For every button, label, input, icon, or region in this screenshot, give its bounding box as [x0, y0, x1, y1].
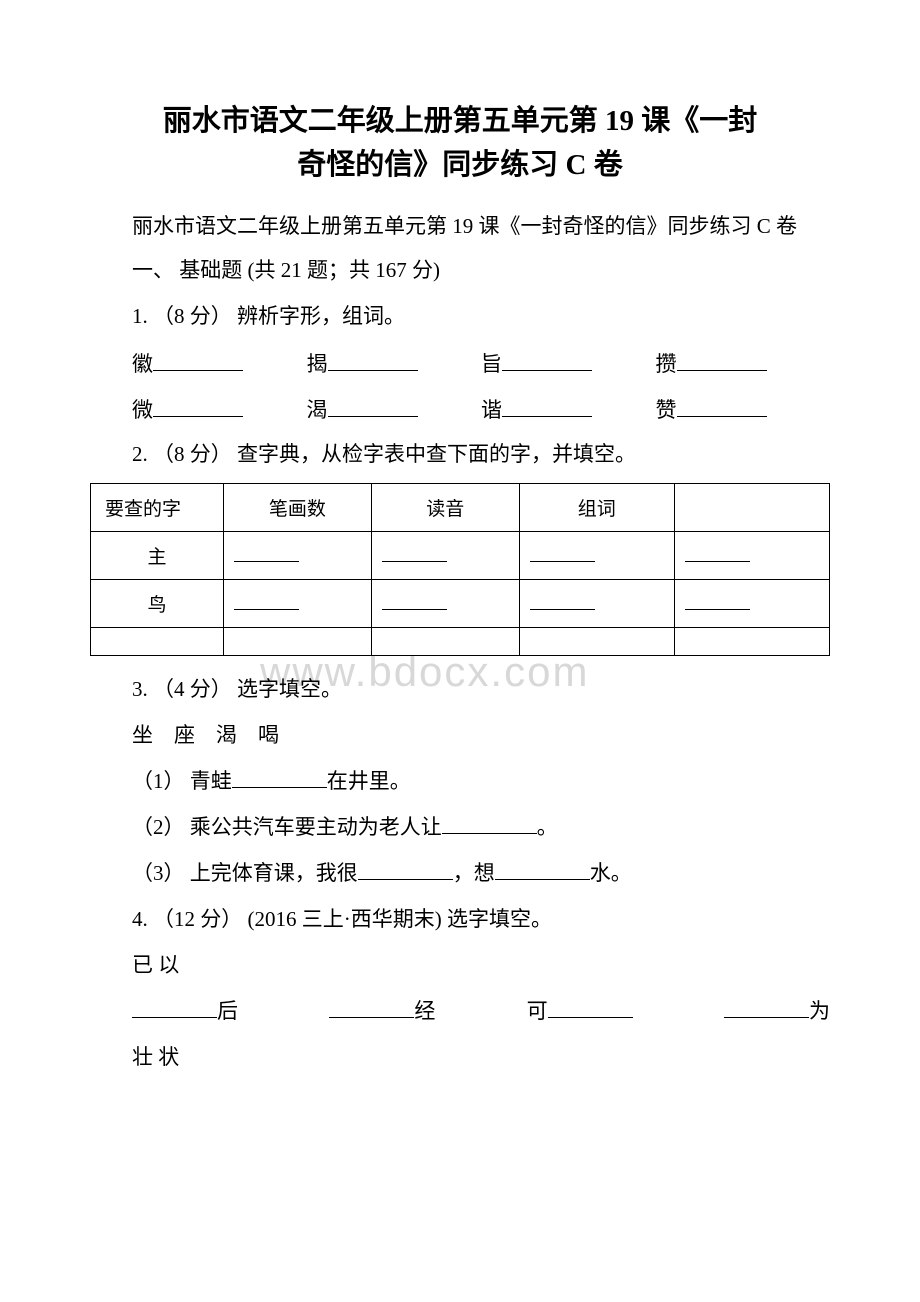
cell-blank[interactable] [371, 532, 519, 580]
blank[interactable] [548, 997, 633, 1018]
cell-blank[interactable] [224, 532, 372, 580]
blank[interactable] [132, 997, 217, 1018]
th-pinyin: 读音 [371, 484, 519, 532]
q4-item: 经 [329, 990, 435, 1032]
blank[interactable] [502, 396, 592, 417]
q4-item: 可 [527, 990, 633, 1032]
blank[interactable] [442, 813, 537, 834]
blank[interactable] [153, 350, 243, 371]
q4-header: 4. （12 分） (2016 三上·西华期末) 选字填空。 [90, 898, 830, 940]
cell-blank[interactable] [519, 532, 674, 580]
q1-header: 1. （8 分） 辨析字形，组词。 [90, 295, 830, 337]
blank[interactable] [677, 396, 767, 417]
subtitle: 丽水市语文二年级上册第五单元第 19 课《一封奇怪的信》同步练习 C 卷 [90, 207, 830, 247]
q1-r2-c3: 谐 [481, 387, 656, 433]
title-line2: 奇怪的信》同步练习 C 卷 [297, 149, 622, 181]
q3-item2: （2） 乘公共汽车要主动为老人让。 [90, 806, 830, 848]
q4-group1-options: 已 以 [90, 944, 830, 986]
cell-empty [224, 628, 372, 656]
cell-char: 主 [91, 532, 224, 580]
cell-blank[interactable] [224, 580, 372, 628]
cell-empty [674, 628, 829, 656]
q4-item: 后 [132, 990, 238, 1032]
th-char: 要查的字 [91, 484, 224, 532]
blank[interactable] [328, 350, 418, 371]
cell-blank[interactable] [519, 580, 674, 628]
table-row: 主 [91, 532, 830, 580]
document-content: 丽水市语文二年级上册第五单元第 19 课《一封 奇怪的信》同步练习 C 卷 丽水… [90, 100, 830, 1078]
th-strokes: 笔画数 [224, 484, 372, 532]
blank[interactable] [677, 350, 767, 371]
q1-r1-c3: 旨 [481, 341, 656, 387]
q1-r2-c4: 赞 [656, 387, 831, 433]
table-row [91, 628, 830, 656]
q3-options: 坐 座 渴 喝 [90, 714, 830, 756]
blank[interactable] [495, 859, 590, 880]
blank[interactable] [232, 767, 327, 788]
main-title: 丽水市语文二年级上册第五单元第 19 课《一封 奇怪的信》同步练习 C 卷 [90, 100, 830, 187]
cell-blank[interactable] [674, 532, 829, 580]
cell-empty [91, 628, 224, 656]
title-line1: 丽水市语文二年级上册第五单元第 19 课《一封 [163, 105, 758, 137]
th-extra [674, 484, 829, 532]
q1-r1-c1: 徽 [132, 341, 307, 387]
cell-empty [519, 628, 674, 656]
q4-item: 为 [724, 990, 830, 1032]
blank[interactable] [153, 396, 243, 417]
q1-r2-c2: 渴 [307, 387, 482, 433]
section-header: 一、 基础题 (共 21 题；共 167 分) [90, 251, 830, 291]
blank[interactable] [328, 396, 418, 417]
q4-group2-options: 壮 状 [90, 1036, 830, 1078]
blank[interactable] [724, 997, 809, 1018]
blank[interactable] [502, 350, 592, 371]
q1-r2-c1: 微 [132, 387, 307, 433]
q3-header: 3. （4 分） 选字填空。 [90, 668, 830, 710]
cell-blank[interactable] [371, 580, 519, 628]
q4-group1-blanks: 后 经 可 为 [90, 990, 830, 1032]
q2-table: 要查的字 笔画数 读音 组词 主 鸟 [90, 483, 830, 656]
q2-header: 2. （8 分） 查字典，从检字表中查下面的字，并填空。 [90, 433, 830, 475]
table-row: 鸟 [91, 580, 830, 628]
cell-empty [371, 628, 519, 656]
q3-item3: （3） 上完体育课，我很，想水。 [90, 852, 830, 894]
q1-row1: 徽 揭 旨 攒 [90, 341, 830, 387]
q1-r1-c2: 揭 [307, 341, 482, 387]
table-header-row: 要查的字 笔画数 读音 组词 [91, 484, 830, 532]
blank[interactable] [329, 997, 414, 1018]
q1-r1-c4: 攒 [656, 341, 831, 387]
cell-char: 鸟 [91, 580, 224, 628]
q3-item1: （1） 青蛙在井里。 [90, 760, 830, 802]
blank[interactable] [358, 859, 453, 880]
th-word: 组词 [519, 484, 674, 532]
cell-blank[interactable] [674, 580, 829, 628]
q1-row2: 微 渴 谐 赞 [90, 387, 830, 433]
